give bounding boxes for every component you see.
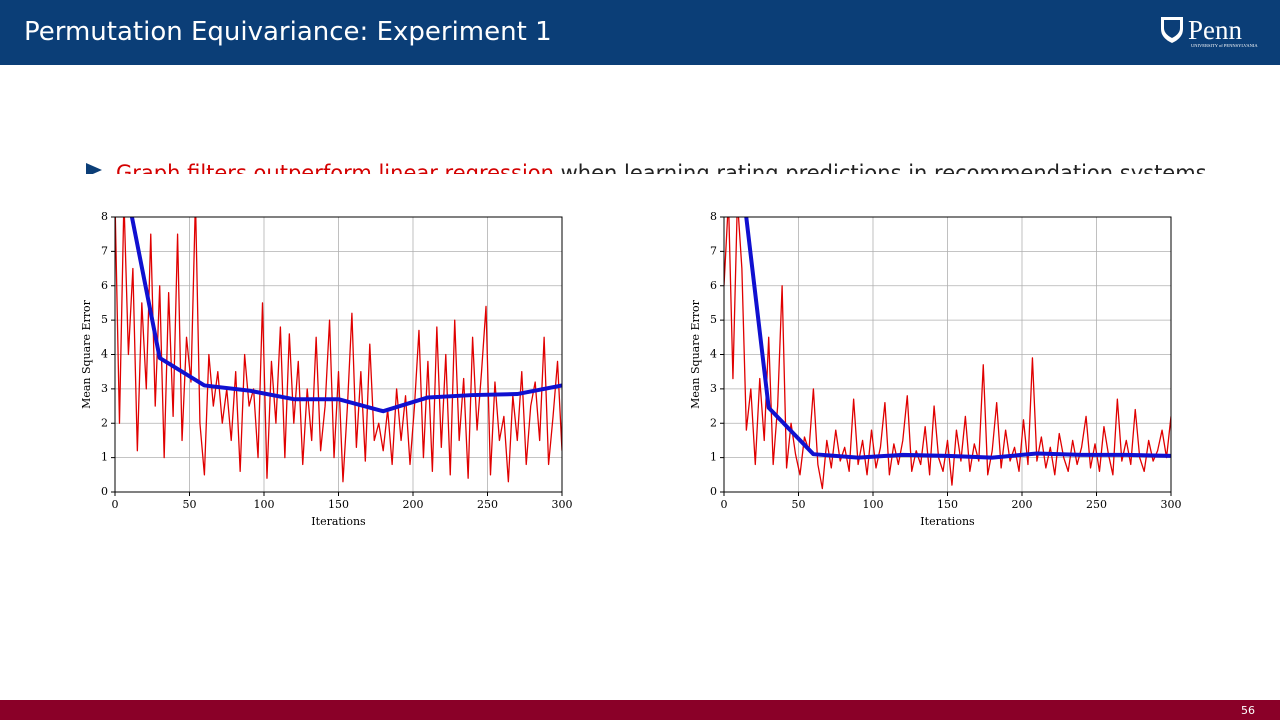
x-tick-label: 300	[1161, 498, 1182, 511]
y-axis-label: Mean Square Error	[80, 299, 93, 409]
bullet-text: Graph filters outperform linear regressi…	[116, 161, 1207, 185]
shield-inner	[1164, 20, 1180, 38]
x-tick-label: 200	[403, 498, 424, 511]
x-axis-label: Iterations	[311, 515, 366, 528]
y-tick-label: 4	[101, 348, 108, 361]
x-tick-label: 300	[552, 498, 573, 511]
axes-frame	[723, 216, 1172, 493]
series-line	[129, 217, 562, 414]
y-axis-label: Mean Square Error	[689, 299, 702, 409]
footer-bar	[0, 700, 1280, 720]
y-tick-label: 1	[101, 451, 108, 464]
y-tick-label: 8	[710, 210, 717, 223]
x-tick-label: 100	[863, 498, 884, 511]
series-line	[115, 217, 562, 483]
y-tick-label: 2	[101, 416, 108, 429]
x-tick-label: 0	[112, 498, 119, 511]
x-tick-label: 100	[254, 498, 275, 511]
y-tick-label: 3	[101, 382, 108, 395]
x-axis-label: Iterations	[920, 515, 975, 528]
x-tick-label: 50	[183, 498, 197, 511]
y-tick-label: 4	[710, 348, 717, 361]
x-tick-label: 0	[721, 498, 728, 511]
logo-text: Penn	[1188, 15, 1243, 45]
y-tick-label: 7	[101, 244, 108, 257]
chart: 0 1 2 3 4 5 6 7 8 0 50 100 150 200 250 300 Iterations Mea…	[80, 210, 573, 528]
y-tick-label: 6	[710, 279, 717, 292]
chart: 0 1 2 3 4 5 6 7 8 0 50 100 150 200 250 300 Iterations Mea…	[689, 210, 1182, 528]
x-tick-label: 200	[1012, 498, 1033, 511]
y-tick-label: 8	[101, 210, 108, 223]
y-tick-label: 1	[710, 451, 717, 464]
y-tick-label: 7	[710, 244, 717, 257]
y-tick-label: 3	[710, 382, 717, 395]
y-tick-label: 6	[101, 279, 108, 292]
page-number: 56	[1241, 704, 1255, 717]
y-tick-label: 5	[710, 313, 717, 326]
x-tick-label: 250	[477, 498, 498, 511]
slide-title: Permutation Equivariance: Experiment 1	[24, 17, 552, 47]
x-tick-label: 250	[1086, 498, 1107, 511]
axes-frame	[114, 216, 563, 493]
y-tick-label: 5	[101, 313, 108, 326]
bullet: Graph filters outperform linear regressi…	[86, 161, 1207, 185]
y-tick-label: 0	[710, 485, 717, 498]
x-tick-label: 50	[792, 498, 806, 511]
y-tick-label: 0	[101, 485, 108, 498]
y-tick-label: 2	[710, 416, 717, 429]
logo-subtext: UNIVERSITY of PENNSYLVANIA	[1191, 43, 1258, 48]
series-line	[744, 217, 1171, 460]
plot-area	[724, 217, 1171, 490]
bullet-highlight: Graph filters outperform linear regressi…	[116, 161, 554, 185]
x-tick-label: 150	[937, 498, 958, 511]
x-tick-label: 150	[328, 498, 349, 511]
bullet-rest: when learning rating predictions in reco…	[554, 161, 1207, 185]
bullet-arrow	[86, 163, 102, 174]
header-bar	[0, 0, 1280, 65]
plot-area	[115, 217, 562, 483]
